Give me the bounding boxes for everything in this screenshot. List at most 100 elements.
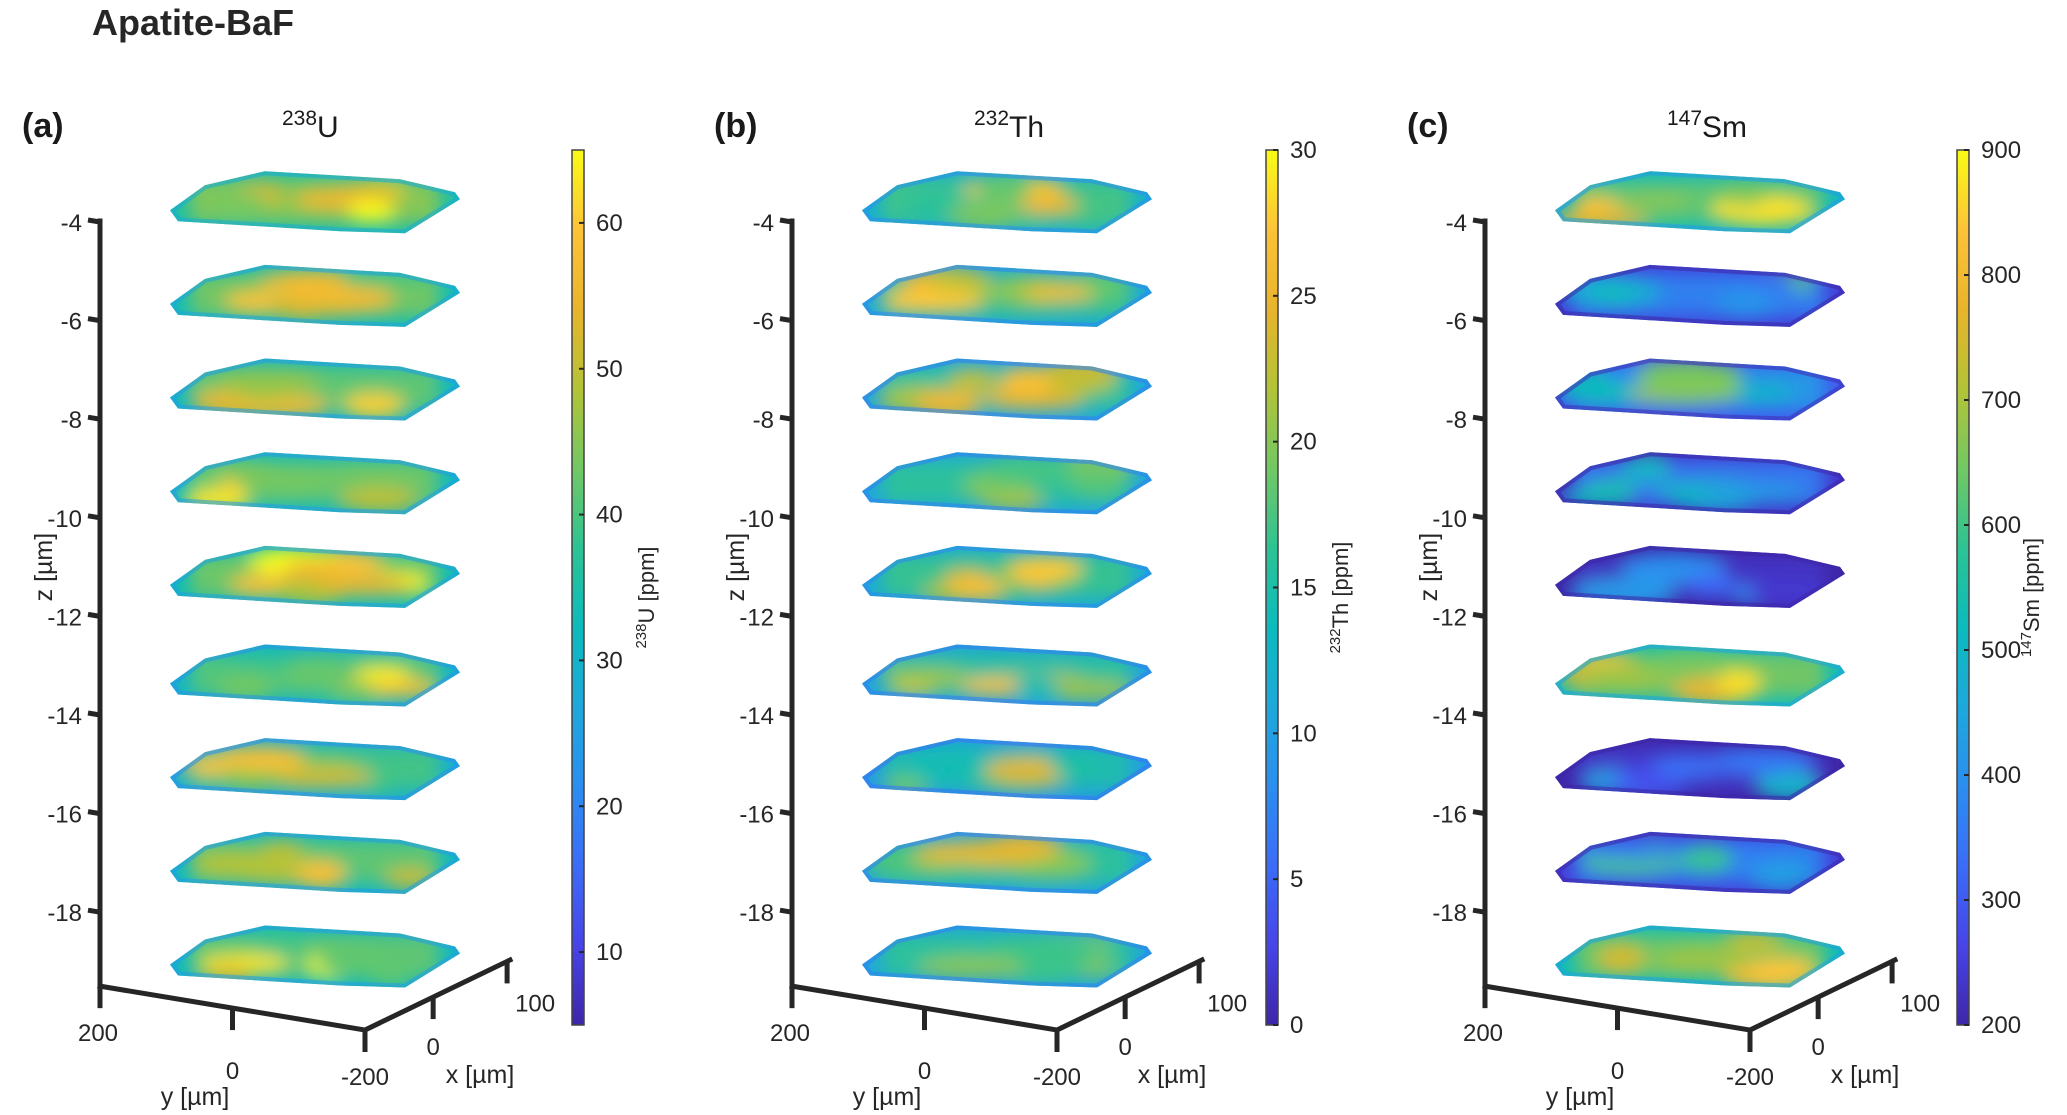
depth-slice xyxy=(1555,925,1845,988)
colorbar-tick-label: 200 xyxy=(1981,1012,2021,1039)
colorbar-tick-label: 25 xyxy=(1290,283,1317,310)
x-axis-label: x [µm] xyxy=(446,1061,515,1089)
z-tick-label: -16 xyxy=(1432,802,1467,829)
slice-edge xyxy=(170,831,460,894)
depth-slice xyxy=(1555,171,1845,234)
z-tick-mark xyxy=(779,217,793,225)
slice-blob xyxy=(976,173,1033,203)
panel-label: (b) xyxy=(714,107,757,145)
depth-slice xyxy=(862,925,1152,988)
colorbar-label-isotope-mass: 232 xyxy=(1327,628,1344,653)
z-tick-mark xyxy=(779,611,793,619)
slice-edge xyxy=(1555,171,1845,234)
depth-slice xyxy=(170,545,460,608)
panel-title-isotope-mass: 147 xyxy=(1667,107,1702,130)
slice-blob xyxy=(212,458,274,482)
slice-edge xyxy=(1555,264,1845,327)
slice-blob xyxy=(1734,563,1781,583)
depth-slice xyxy=(1555,738,1845,801)
slice-blob xyxy=(1001,366,1055,398)
z-tick-label: -12 xyxy=(47,604,82,631)
depth-slice xyxy=(862,452,1152,515)
slice-blob xyxy=(1651,952,1749,973)
y-tick-label: 0 xyxy=(226,1058,239,1085)
slice-edge xyxy=(170,264,460,327)
z-tick-mark xyxy=(779,809,793,817)
panel-label: (a) xyxy=(22,107,64,145)
colorbar-label-text: Th [ppm] xyxy=(1328,542,1353,629)
slice-edge xyxy=(170,738,460,801)
slice-edge xyxy=(862,738,1152,801)
slice-edge xyxy=(170,358,460,421)
z-tick-mark xyxy=(779,414,793,422)
slice-blob xyxy=(990,934,1099,967)
z-tick-label: -4 xyxy=(61,210,82,237)
slice-edge xyxy=(170,925,460,988)
depth-slice xyxy=(1555,831,1845,894)
z-tick-mark xyxy=(779,907,793,915)
slice-blob xyxy=(1048,375,1114,394)
slice-blob xyxy=(258,269,366,291)
slice-blob xyxy=(1716,669,1762,696)
slice-edge xyxy=(862,545,1152,608)
panel-title: 238U xyxy=(282,107,339,144)
z-tick-label: -16 xyxy=(47,802,82,829)
z-tick-mark xyxy=(87,611,101,619)
slice-blob xyxy=(1720,181,1769,206)
z-tick-label: -18 xyxy=(1432,900,1467,927)
figure-title: Apatite-BaF xyxy=(92,2,295,43)
slice-blob xyxy=(949,369,997,392)
slice-blob xyxy=(281,287,359,305)
slice-blob xyxy=(1023,284,1095,302)
slice-blob xyxy=(1698,484,1808,502)
slice-blob xyxy=(1013,675,1060,699)
z-tick-label: -14 xyxy=(1432,703,1467,730)
slice-blob xyxy=(317,946,398,979)
depth-slice xyxy=(170,831,460,894)
colorbar-tick-label: 10 xyxy=(1290,720,1317,747)
slice-blob xyxy=(911,743,989,769)
slice-blob xyxy=(1059,207,1119,228)
slice-blob xyxy=(1648,376,1741,401)
slice-blob xyxy=(1071,467,1124,496)
slice-edge xyxy=(170,545,460,608)
colorbar-tick-label: 5 xyxy=(1290,866,1303,893)
depth-slice xyxy=(170,358,460,421)
slice-blob xyxy=(1650,756,1725,778)
panel-title: 232Th xyxy=(974,107,1044,144)
y-tick-label: 0 xyxy=(918,1058,931,1085)
panel-title-isotope-mass: 238 xyxy=(282,107,317,130)
depth-slice xyxy=(862,358,1152,421)
slice-blob xyxy=(903,763,985,781)
slice-blob xyxy=(260,839,305,857)
colorbar xyxy=(571,149,585,1026)
slice-blob xyxy=(947,201,1022,230)
depth-slice xyxy=(862,171,1152,234)
z-tick-mark xyxy=(87,414,101,422)
colorbar-tick-label: 40 xyxy=(596,502,623,529)
slice-edge xyxy=(1555,831,1845,894)
z-tick-label: -14 xyxy=(47,703,82,730)
slice-blob xyxy=(1617,190,1693,209)
x-axis-line xyxy=(1053,956,1206,1034)
slice-blob xyxy=(321,462,434,485)
colorbar-tick-label: 10 xyxy=(596,939,623,966)
colorbar-tick-label: 60 xyxy=(596,210,623,237)
z-tick-label: -8 xyxy=(753,407,774,434)
z-tick-label: -8 xyxy=(1446,407,1467,434)
colorbar-tick-label: 15 xyxy=(1290,575,1317,602)
depth-slice xyxy=(1555,264,1845,327)
slice-edge xyxy=(1555,452,1845,515)
y-tick-label: -200 xyxy=(341,1064,389,1091)
depth-slice xyxy=(170,644,460,707)
slice-edge xyxy=(862,171,1152,234)
z-tick-label: -14 xyxy=(739,703,774,730)
slice-blob xyxy=(1709,749,1812,776)
slice-blob xyxy=(1008,556,1083,579)
colorbar-tick-label: 20 xyxy=(596,793,623,820)
slice-blob xyxy=(353,665,411,684)
panel-title-isotope-mass: 232 xyxy=(974,107,1009,130)
depth-slice xyxy=(1555,452,1845,515)
